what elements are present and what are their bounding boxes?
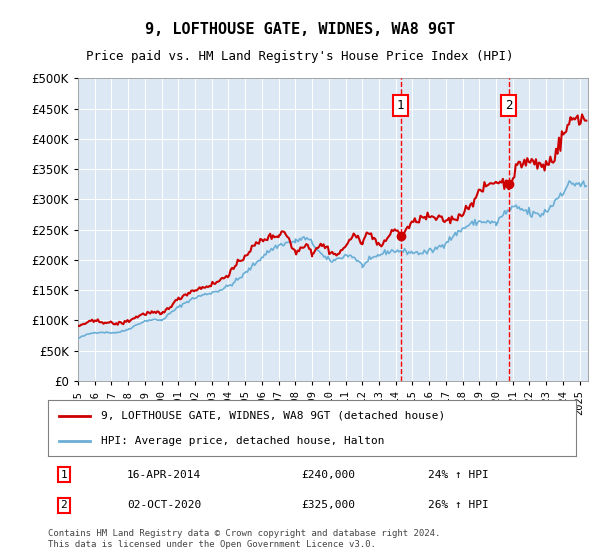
Text: 2: 2 xyxy=(505,99,512,112)
Text: HPI: Average price, detached house, Halton: HPI: Average price, detached house, Halt… xyxy=(101,436,385,446)
Text: 1: 1 xyxy=(61,470,67,479)
Text: Price paid vs. HM Land Registry's House Price Index (HPI): Price paid vs. HM Land Registry's House … xyxy=(86,50,514,63)
Text: Contains HM Land Registry data © Crown copyright and database right 2024.
This d: Contains HM Land Registry data © Crown c… xyxy=(48,529,440,549)
Text: 26% ↑ HPI: 26% ↑ HPI xyxy=(428,501,489,510)
Text: 9, LOFTHOUSE GATE, WIDNES, WA8 9GT (detached house): 9, LOFTHOUSE GATE, WIDNES, WA8 9GT (deta… xyxy=(101,410,445,421)
Text: 9, LOFTHOUSE GATE, WIDNES, WA8 9GT: 9, LOFTHOUSE GATE, WIDNES, WA8 9GT xyxy=(145,22,455,38)
Text: 16-APR-2014: 16-APR-2014 xyxy=(127,470,202,479)
Text: £325,000: £325,000 xyxy=(301,501,355,510)
Text: 2: 2 xyxy=(61,501,67,510)
Text: £240,000: £240,000 xyxy=(301,470,355,479)
Text: 02-OCT-2020: 02-OCT-2020 xyxy=(127,501,202,510)
Text: 24% ↑ HPI: 24% ↑ HPI xyxy=(428,470,489,479)
Text: 1: 1 xyxy=(397,99,404,112)
